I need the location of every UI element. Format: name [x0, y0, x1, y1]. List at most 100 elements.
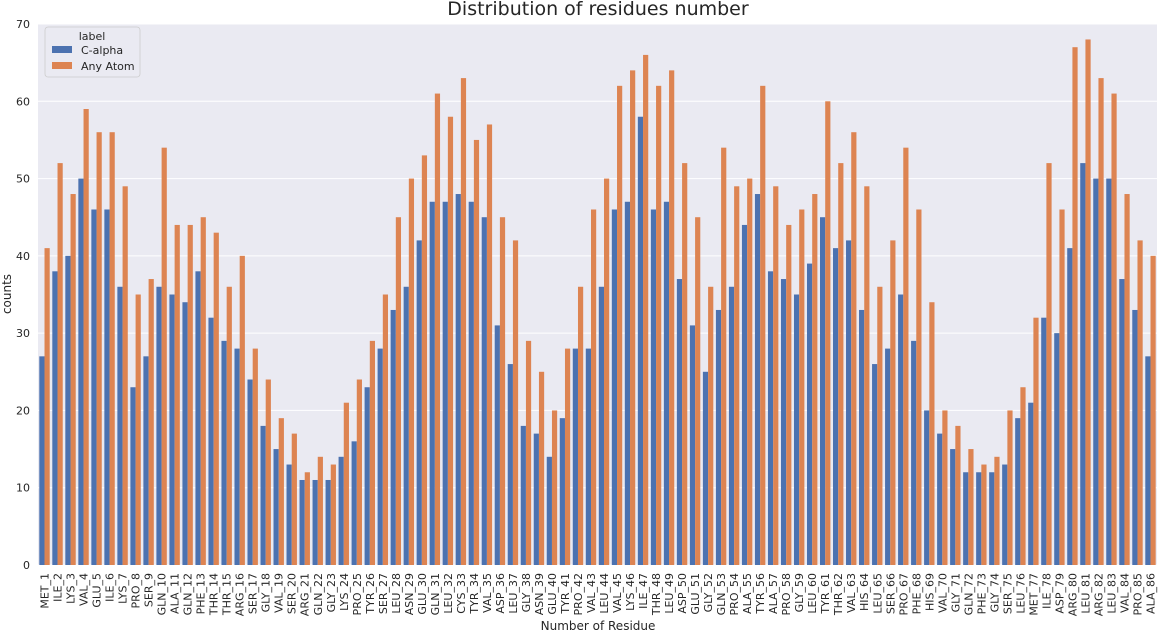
- bar-c-alpha-ile-47: [637, 116, 644, 566]
- bar-any-atom-ser-9: [148, 279, 154, 565]
- bar-any-atom-ser-20: [291, 433, 297, 565]
- bar-c-alpha-gly-74: [989, 472, 995, 565]
- bar-any-atom-arg-21: [304, 472, 310, 565]
- bar-any-atom-tyr-61: [825, 101, 831, 565]
- bar-c-alpha-gly-52: [702, 371, 709, 565]
- x-tick-label: GLU_5: [91, 573, 104, 608]
- bar-c-alpha-ser-20: [286, 464, 292, 565]
- x-tick-label: GLN_72: [962, 573, 975, 615]
- bar-c-alpha-val-63: [846, 240, 852, 565]
- x-tick-label: VAL_84: [1118, 573, 1131, 613]
- bar-any-atom-leu-32: [447, 116, 454, 566]
- x-tick-label: GLY_74: [988, 573, 1001, 612]
- bar-c-alpha-leu-60: [806, 263, 813, 565]
- x-tick-label: LYS_7: [117, 573, 130, 604]
- x-tick-label: ARG_21: [299, 573, 312, 616]
- bar-any-atom-pro-67: [903, 147, 909, 565]
- bar-any-atom-gly-74: [994, 456, 1000, 565]
- bar-c-alpha-asp-50: [676, 279, 683, 565]
- bar-any-atom-val-84: [1124, 194, 1130, 565]
- x-tick-label: LYS_46: [624, 573, 637, 611]
- bar-any-atom-gln-53: [721, 147, 727, 565]
- bar-c-alpha-gly-59: [793, 294, 800, 565]
- bar-c-alpha-gly-23: [325, 479, 331, 565]
- x-tick-label: VAL_63: [845, 573, 858, 613]
- bar-c-alpha-tyr-34: [468, 201, 474, 565]
- bar-c-alpha-ser-17: [247, 379, 253, 565]
- bar-any-atom-arg-80: [1072, 47, 1078, 565]
- bar-c-alpha-gly-38: [520, 425, 526, 565]
- x-tick-label: SER_9: [143, 573, 156, 607]
- legend-label-any-atom: Any Atom: [81, 60, 135, 73]
- bar-c-alpha-cys-33: [455, 194, 461, 565]
- x-tick-label: GLU_51: [689, 573, 702, 615]
- bar-any-atom-arg-82: [1098, 78, 1104, 565]
- bar-any-atom-leu-60: [812, 194, 818, 565]
- bar-any-atom-gln-31: [434, 93, 441, 565]
- bar-c-alpha-arg-16: [234, 348, 240, 565]
- bar-c-alpha-ala-55: [741, 224, 748, 565]
- bar-any-atom-his-69: [929, 302, 935, 565]
- bar-c-alpha-ser-9: [143, 356, 149, 565]
- bar-c-alpha-asp-36: [494, 325, 500, 565]
- bar-c-alpha-ile-6: [104, 209, 110, 566]
- bar-c-alpha-lys-24: [338, 456, 344, 565]
- bar-any-atom-ile-47: [643, 54, 649, 565]
- x-tick-label: PRO_42: [572, 573, 585, 615]
- bar-c-alpha-ala-86: [1145, 356, 1151, 565]
- bar-any-atom-glu-40: [551, 410, 558, 565]
- bar-c-alpha-val-35: [481, 217, 487, 565]
- bar-any-atom-lys-46: [630, 70, 636, 566]
- bar-any-atom-asp-50: [682, 163, 688, 566]
- bar-any-atom-pro-25: [356, 379, 362, 565]
- bar-c-alpha-pro-85: [1132, 309, 1138, 565]
- x-tick-label: THR_14: [208, 573, 221, 616]
- bar-any-atom-gln-22: [317, 456, 323, 565]
- x-tick-label: ALA_11: [169, 573, 182, 614]
- bar-c-alpha-met-77: [1028, 402, 1034, 565]
- x-tick-label: VAL_19: [273, 573, 286, 613]
- x-tick-label: ASP_50: [676, 573, 689, 614]
- bar-c-alpha-leu-76: [1015, 418, 1021, 565]
- x-tick-label: GLN_53: [715, 573, 728, 615]
- x-tick-label: PHE_68: [910, 573, 923, 614]
- bar-c-alpha-asp-79: [1054, 333, 1060, 565]
- bar-c-alpha-thr-14: [208, 317, 214, 565]
- y-tick-label: 50: [16, 173, 30, 186]
- x-tick-label: ARG_82: [1092, 573, 1105, 616]
- bar-c-alpha-ala-57: [767, 271, 774, 565]
- legend-label-c-alpha: C-alpha: [81, 44, 123, 57]
- x-tick-label: SER_20: [286, 573, 299, 614]
- bar-any-atom-asp-36: [499, 217, 506, 565]
- x-tick-label: CYS_33: [455, 573, 468, 614]
- x-tick-label: GLY_71: [949, 573, 962, 612]
- y-tick-labels: 0 10 20 30 40 50 60 70: [16, 18, 30, 572]
- y-tick-label: 60: [16, 95, 30, 108]
- bar-c-alpha-tyr-56: [754, 194, 761, 565]
- bar-c-alpha-val-4: [78, 178, 84, 565]
- bar-any-atom-ser-75: [1007, 410, 1013, 565]
- bar-any-atom-gly-18: [265, 379, 271, 565]
- bar-c-alpha-tyr-26: [364, 387, 370, 565]
- bar-any-atom-leu-81: [1085, 39, 1091, 565]
- bar-c-alpha-val-70: [937, 433, 943, 565]
- x-tick-label: ASP_79: [1053, 573, 1066, 614]
- bar-c-alpha-thr-15: [221, 340, 227, 565]
- bar-any-atom-pro-42: [577, 286, 584, 565]
- bar-any-atom-glu-5: [96, 132, 102, 565]
- bar-c-alpha-asn-39: [533, 433, 539, 565]
- x-tick-label: TYR_56: [754, 573, 767, 615]
- x-tick-label: MET_1: [39, 573, 52, 609]
- bar-c-alpha-thr-62: [833, 248, 839, 565]
- x-tick-label: ARG_80: [1066, 573, 1079, 616]
- x-tick-label: PRO_85: [1131, 573, 1144, 615]
- legend: label C-alpha Any Atom: [44, 26, 141, 78]
- x-tick-label: PRO_25: [351, 573, 364, 615]
- bar-any-atom-asn-29: [408, 178, 415, 565]
- x-tick-label: TYR_34: [468, 573, 481, 615]
- x-tick-label: GLU_40: [546, 573, 559, 615]
- bar-any-atom-his-64: [864, 186, 870, 566]
- x-tick-label: VAL_70: [936, 573, 949, 613]
- bar-any-atom-ala-11: [174, 224, 180, 565]
- bar-c-alpha-leu-49: [663, 201, 670, 565]
